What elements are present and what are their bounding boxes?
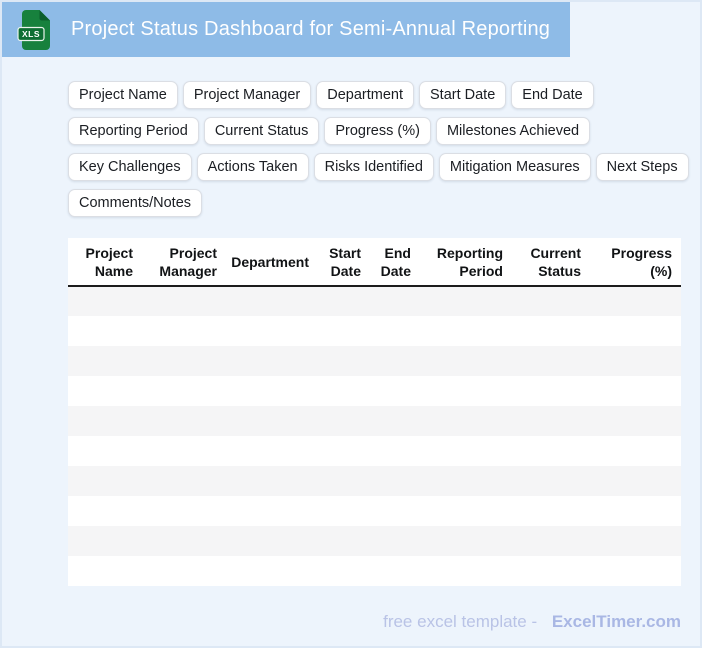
header-bar: XLS Project Status Dashboard for Semi-An… [2,2,570,57]
table-header: Project Name Project Manager Department St… [68,238,681,287]
chip-progress[interactable]: Progress (%) [324,117,431,145]
column-header-progress: Progress (%) [590,238,681,287]
column-header-project-manager: Project Manager [142,238,226,287]
chip-mitigation-measures[interactable]: Mitigation Measures [438,153,591,181]
table-row [68,526,681,556]
xls-label-text: XLS [22,29,40,39]
footer-tagline: free excel template - [383,612,538,631]
table-row [68,556,681,586]
chip-project-name[interactable]: Project Name [68,81,178,109]
page-title: Project Status Dashboard for Semi-Annual… [71,18,551,40]
column-header-start-date: Start Date [318,238,370,287]
file-fold [39,9,50,20]
table-row [68,496,681,526]
chips-toolbar: Project Name Project Manager Department … [68,81,702,217]
chip-key-challenges[interactable]: Key Challenges [68,153,192,181]
column-header-current-status: Current Status [512,238,590,287]
chip-end-date[interactable]: End Date [511,81,594,109]
chip-actions-taken[interactable]: Actions Taken [196,153,309,181]
chip-reporting-period[interactable]: Reporting Period [68,117,199,145]
table-row [68,376,681,406]
chip-comments-notes[interactable]: Comments/Notes [68,189,203,217]
column-header-project-name: Project Name [68,238,142,287]
table-body [68,286,681,586]
chip-current-status[interactable]: Current Status [203,117,320,145]
table-row [68,436,681,466]
chip-milestones-achieved[interactable]: Milestones Achieved [435,117,591,145]
xls-label-band [17,26,45,41]
column-header-reporting-period: Reporting Period [420,238,512,287]
table-row [68,346,681,376]
column-header-department: Department [226,238,318,287]
table-row [68,406,681,436]
chip-risks-identified[interactable]: Risks Identified [313,153,434,181]
column-header-end-date: End Date [370,238,420,287]
table-row [68,466,681,496]
chip-next-steps[interactable]: Next Steps [595,153,689,181]
spreadsheet-preview-table: Project Name Project Manager Department St… [68,238,681,586]
xls-file-icon: XLS [17,9,50,50]
footer: free excel template - ExcelTimer.com [68,612,681,632]
chip-start-date[interactable]: Start Date [419,81,507,109]
brand-link[interactable]: ExcelTimer.com [551,612,681,631]
chip-project-manager[interactable]: Project Manager [182,81,312,109]
chip-department[interactable]: Department [316,81,414,109]
table-row [68,286,681,316]
table-row [68,316,681,346]
